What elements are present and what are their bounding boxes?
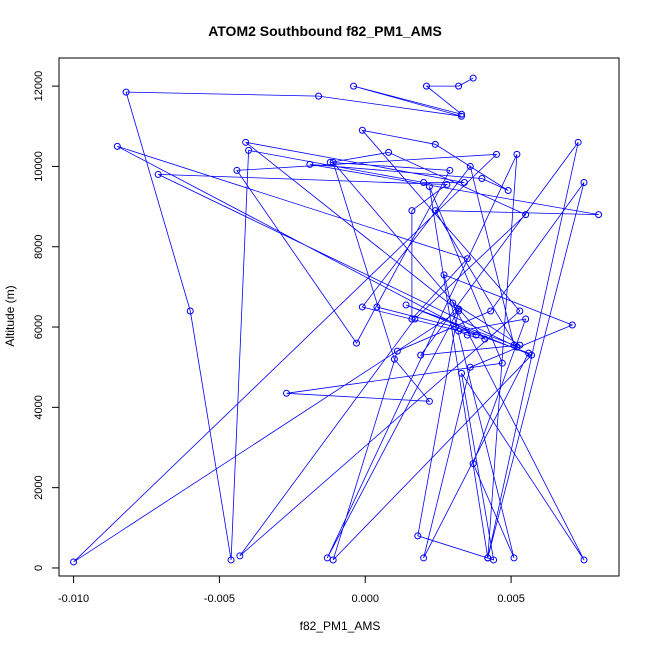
data-point xyxy=(402,301,410,309)
data-point xyxy=(245,146,253,154)
data-point xyxy=(487,307,495,315)
data-point xyxy=(516,307,524,315)
data-point xyxy=(452,323,460,331)
x-tick-label: -0.005 xyxy=(204,593,235,605)
data-point xyxy=(466,363,474,371)
data-point xyxy=(393,347,401,355)
x-tick-label: -0.010 xyxy=(58,593,89,605)
data-point xyxy=(458,112,465,120)
data-point xyxy=(466,162,474,170)
data-point xyxy=(574,138,582,146)
data-point xyxy=(306,160,314,168)
data-point xyxy=(463,255,471,263)
data-point xyxy=(353,339,360,347)
data-point xyxy=(315,92,323,100)
data-point xyxy=(446,166,454,174)
data-point xyxy=(516,341,524,349)
data-point xyxy=(525,349,533,357)
data-point xyxy=(449,299,457,307)
data-point xyxy=(498,359,506,367)
data-point xyxy=(455,82,463,90)
data-point xyxy=(472,331,480,339)
y-tick-label: 8000 xyxy=(33,234,45,258)
data-point xyxy=(414,532,422,540)
data-point xyxy=(420,178,428,186)
chart-title: ATOM2 Southbound f82_PM1_AMS xyxy=(208,23,442,39)
data-point xyxy=(385,148,393,156)
data-point xyxy=(443,180,451,188)
data-point xyxy=(417,351,425,359)
data-point xyxy=(411,315,419,323)
y-axis-label: Altitude (m) xyxy=(3,285,17,346)
data-point xyxy=(440,271,448,279)
x-axis: -0.010 -0.005 0.000 0.005 xyxy=(58,576,525,605)
data-point xyxy=(484,554,492,562)
data-point xyxy=(154,170,162,178)
data-point xyxy=(373,303,381,311)
y-tick-label: 6000 xyxy=(33,315,45,339)
data-point xyxy=(283,389,290,397)
data-point xyxy=(70,558,78,566)
data-point xyxy=(458,369,465,377)
data-point xyxy=(460,178,468,186)
data-point xyxy=(323,554,331,562)
data-point xyxy=(390,355,398,363)
x-tick-label: 0.000 xyxy=(351,593,379,605)
y-tick-label: 2000 xyxy=(33,475,45,499)
data-point xyxy=(186,307,194,315)
plot-frame xyxy=(58,57,620,577)
y-tick-label: 10000 xyxy=(33,151,45,182)
data-point xyxy=(463,331,471,339)
data-point xyxy=(510,554,518,562)
data-point xyxy=(408,207,416,215)
data-point xyxy=(236,552,244,560)
data-point xyxy=(568,321,576,329)
series-altitude-profile xyxy=(70,74,603,566)
data-point xyxy=(522,315,530,323)
data-point xyxy=(425,397,433,405)
data-point xyxy=(431,207,439,215)
data-point xyxy=(423,82,430,90)
series-line xyxy=(73,77,599,563)
data-point xyxy=(242,138,250,146)
data-point xyxy=(329,158,337,166)
data-point xyxy=(493,150,500,158)
data-point xyxy=(478,174,486,182)
data-point xyxy=(455,305,463,313)
data-point xyxy=(431,140,439,148)
data-point xyxy=(113,142,121,150)
data-point xyxy=(122,88,130,96)
data-point xyxy=(227,556,235,564)
data-point xyxy=(425,182,433,190)
data-point xyxy=(504,187,512,195)
data-point xyxy=(350,82,358,90)
data-point xyxy=(408,315,416,323)
data-point xyxy=(326,158,334,166)
data-point xyxy=(580,556,588,564)
y-tick-label: 4000 xyxy=(33,395,45,419)
x-tick-label: 0.005 xyxy=(497,593,525,605)
data-point xyxy=(469,460,477,468)
data-point xyxy=(595,211,603,219)
data-point xyxy=(358,303,366,311)
data-point xyxy=(513,150,521,158)
y-axis: 0 2000 4000 6000 8000 10000 12000 xyxy=(33,71,59,571)
x-axis-label: f82_PM1_AMS xyxy=(300,619,381,633)
data-point xyxy=(458,110,465,118)
y-tick-label: 12000 xyxy=(33,71,45,102)
data-point xyxy=(233,166,241,174)
data-point xyxy=(481,335,489,343)
data-point xyxy=(522,211,530,219)
data-point xyxy=(455,307,463,315)
data-point xyxy=(580,178,588,186)
data-point xyxy=(358,126,366,134)
data-point xyxy=(420,554,428,562)
y-tick-label: 0 xyxy=(33,565,45,571)
data-point xyxy=(469,74,477,82)
